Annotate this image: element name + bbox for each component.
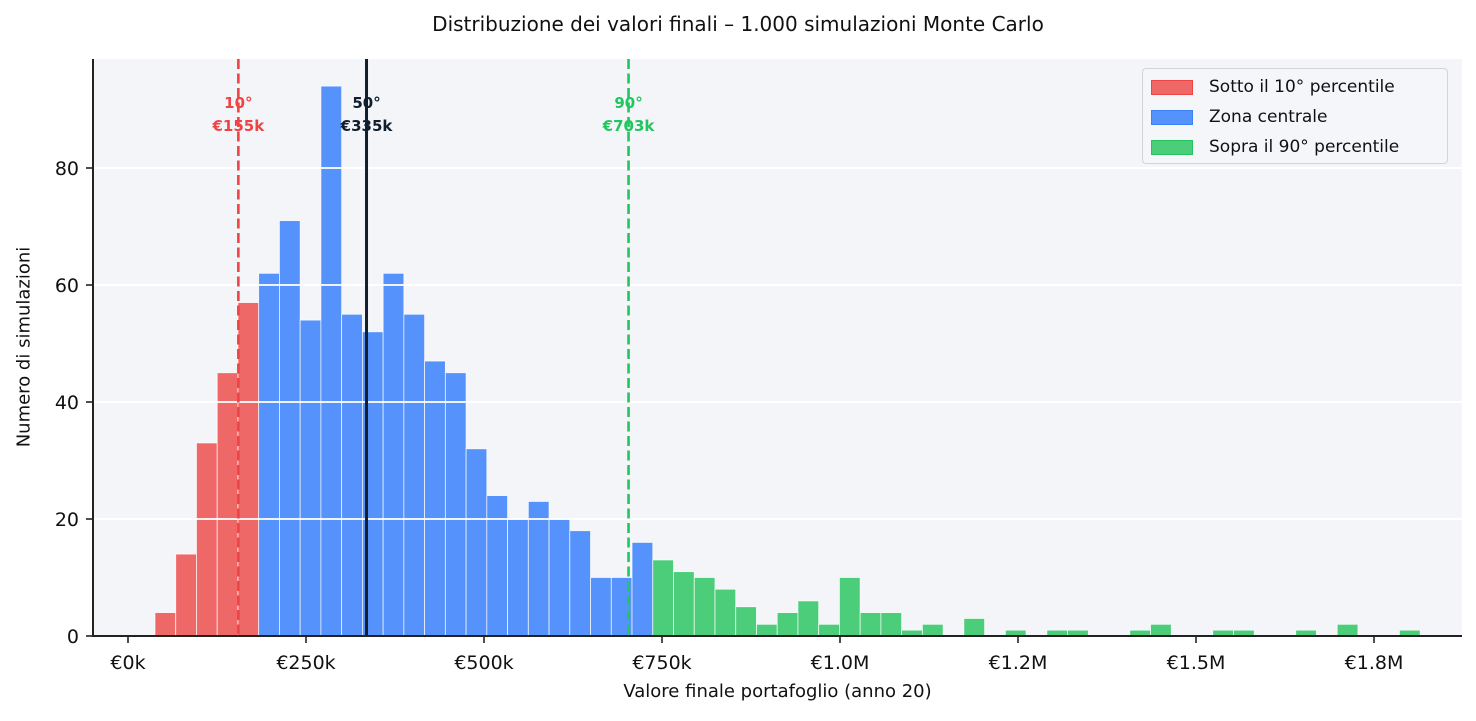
percentile-value: €703k — [602, 117, 656, 135]
histogram-bar — [341, 313, 363, 637]
gridlines-overlay — [93, 167, 1462, 520]
histogram-bar — [444, 372, 467, 637]
legend-swatch-high — [1151, 139, 1193, 155]
histogram-bar — [1150, 623, 1172, 637]
histogram-bar — [237, 302, 260, 637]
histogram-bar — [382, 272, 405, 637]
legend-item-high: Sopra il 90° percentile — [1151, 137, 1399, 157]
histogram-bar — [258, 272, 280, 637]
histogram-bars — [154, 85, 1421, 637]
histogram-bar — [652, 559, 674, 637]
x-tick-label: €1.5M — [1167, 652, 1226, 674]
legend-item-mid: Zona centrale — [1151, 107, 1327, 127]
histogram-bar — [735, 606, 757, 637]
histogram-bar — [216, 372, 239, 637]
histogram-bar — [631, 542, 654, 637]
x-tick-label: €250k — [276, 652, 335, 674]
legend-label: Sotto il 10° percentile — [1209, 77, 1395, 97]
histogram-bar — [818, 623, 840, 637]
percentile-label: 50° — [352, 94, 380, 112]
histogram-bar — [548, 518, 571, 637]
percentile-label: 10° — [224, 94, 252, 112]
y-tick-label: 20 — [55, 509, 79, 531]
axes — [92, 59, 1462, 637]
histogram-bar — [880, 612, 903, 637]
chart-title: Distribuzione dei valori finali – 1.000 … — [432, 12, 1044, 36]
histogram-bar — [963, 618, 986, 637]
histogram-bar — [797, 600, 820, 637]
legend-swatch-mid — [1151, 109, 1193, 125]
histogram-bar — [299, 319, 322, 637]
legend-swatch-low — [1151, 79, 1193, 95]
legend-item-low: Sotto il 10° percentile — [1151, 77, 1395, 97]
x-axis-ticks: €0k €250k €500k €750k €1.0M €1.2M €1.5M €1.8M — [110, 636, 1403, 674]
histogram-bar — [279, 220, 301, 637]
legend: Sotto il 10° percentile Zona centrale So… — [1142, 68, 1448, 164]
histogram-bar — [465, 448, 488, 637]
y-tick-label: 40 — [55, 392, 79, 414]
histogram-bar — [196, 442, 218, 637]
y-tick-label: 80 — [55, 158, 79, 180]
x-tick-label: €1.2M — [989, 652, 1048, 674]
y-axis-ticks: 0 20 40 60 80 — [55, 158, 93, 648]
legend-label: Zona centrale — [1209, 107, 1328, 127]
histogram-bar — [756, 623, 778, 637]
histogram-bar — [569, 530, 591, 637]
x-tick-label: €500k — [454, 652, 513, 674]
histogram-bar — [859, 612, 882, 637]
histogram-bar — [673, 571, 695, 637]
histogram-bar — [1336, 623, 1359, 637]
legend-label: Sopra il 90° percentile — [1209, 137, 1400, 157]
x-tick-label: €750k — [632, 652, 691, 674]
percentile-label: 90° — [614, 94, 642, 112]
histogram-bar — [590, 577, 612, 637]
percentile-value: €335k — [340, 117, 394, 135]
y-tick-label: 0 — [67, 626, 79, 648]
histogram-bar — [507, 518, 529, 637]
histogram-bar — [154, 612, 177, 637]
x-tick-label: €0k — [110, 652, 145, 674]
histogram-bar — [921, 623, 944, 637]
y-axis-label: Numero di simulazioni — [13, 246, 35, 448]
x-tick-label: €1.8M — [1345, 652, 1404, 674]
histogram-bar — [714, 588, 737, 637]
histogram-bar — [693, 577, 716, 637]
histogram-bar — [776, 612, 799, 637]
percentile-markers: 10° €155k 50° €335k 90° €703k — [211, 59, 655, 636]
x-axis-label: Valore finale portafoglio (anno 20) — [623, 681, 932, 702]
percentile-value: €155k — [211, 117, 265, 135]
x-tick-label: €1.0M — [811, 652, 870, 674]
histogram-bar — [527, 501, 550, 637]
histogram-bar — [486, 495, 508, 637]
y-tick-label: 60 — [55, 275, 79, 297]
histogram-bar — [839, 577, 861, 637]
histogram-bar — [403, 313, 426, 637]
histogram-bar — [175, 553, 197, 637]
